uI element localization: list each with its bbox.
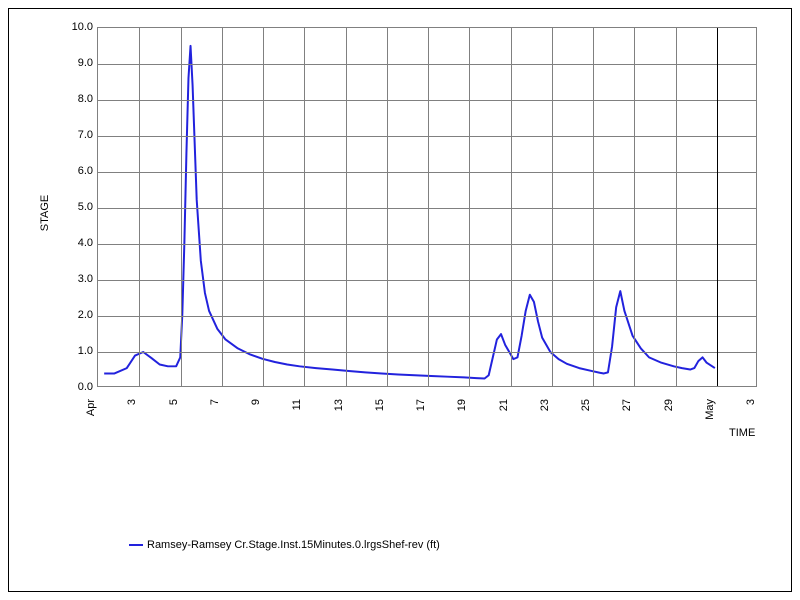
grid-line-v	[676, 28, 677, 386]
y-tick-label: 5.0	[63, 201, 93, 213]
x-tick-label: 11	[291, 399, 303, 410]
grid-line-v	[428, 28, 429, 386]
grid-line-v	[181, 28, 182, 386]
x-tick-label: 17	[415, 399, 427, 411]
y-axis-label: STAGE	[39, 195, 51, 231]
grid-line-v	[593, 28, 594, 386]
x-tick-label: 23	[539, 399, 551, 411]
x-tick-label: May	[704, 399, 716, 420]
grid-line-h	[98, 172, 756, 173]
y-tick-label: 4.0	[63, 237, 93, 249]
y-tick-label: 10.0	[63, 21, 93, 33]
grid-line-v	[304, 28, 305, 386]
y-tick-label: 1.0	[63, 345, 93, 357]
x-tick-label: 7	[209, 399, 221, 405]
month-divider-line	[717, 28, 718, 386]
legend-swatch	[129, 544, 143, 546]
x-tick-label: 3	[745, 399, 757, 405]
grid-line-h	[98, 244, 756, 245]
x-tick-label: Apr	[85, 399, 97, 416]
data-series-path	[104, 46, 715, 379]
x-tick-label: 21	[498, 399, 510, 411]
grid-line-h	[98, 352, 756, 353]
x-axis-label: TIME	[729, 427, 755, 439]
x-tick-label: 13	[333, 399, 345, 411]
y-tick-label: 8.0	[63, 93, 93, 105]
y-tick-label: 2.0	[63, 309, 93, 321]
chart-frame: STAGE TIME Ramsey-Ramsey Cr.Stage.Inst.1…	[8, 8, 792, 592]
y-tick-label: 9.0	[63, 57, 93, 69]
grid-line-v	[263, 28, 264, 386]
y-tick-label: 6.0	[63, 165, 93, 177]
grid-line-h	[98, 316, 756, 317]
grid-line-h	[98, 280, 756, 281]
grid-line-h	[98, 208, 756, 209]
grid-line-h	[98, 64, 756, 65]
series-line	[98, 28, 756, 386]
grid-line-v	[346, 28, 347, 386]
grid-line-v	[552, 28, 553, 386]
x-tick-label: 5	[168, 399, 180, 405]
x-tick-label: 3	[126, 399, 138, 405]
grid-line-v	[139, 28, 140, 386]
x-tick-label: 19	[456, 399, 468, 411]
x-tick-label: 15	[374, 399, 386, 411]
x-tick-label: 27	[621, 399, 633, 411]
grid-line-h	[98, 136, 756, 137]
plot-area	[97, 27, 757, 387]
legend: Ramsey-Ramsey Cr.Stage.Inst.15Minutes.0.…	[129, 539, 440, 551]
x-tick-label: 29	[663, 399, 675, 411]
x-tick-label: 25	[580, 399, 592, 411]
grid-line-h	[98, 100, 756, 101]
y-tick-label: 0.0	[63, 381, 93, 393]
grid-line-v	[634, 28, 635, 386]
grid-line-v	[511, 28, 512, 386]
y-tick-label: 3.0	[63, 273, 93, 285]
grid-line-v	[387, 28, 388, 386]
grid-line-v	[469, 28, 470, 386]
y-tick-label: 7.0	[63, 129, 93, 141]
x-tick-label: 9	[250, 399, 262, 405]
legend-label: Ramsey-Ramsey Cr.Stage.Inst.15Minutes.0.…	[147, 539, 440, 551]
grid-line-v	[222, 28, 223, 386]
